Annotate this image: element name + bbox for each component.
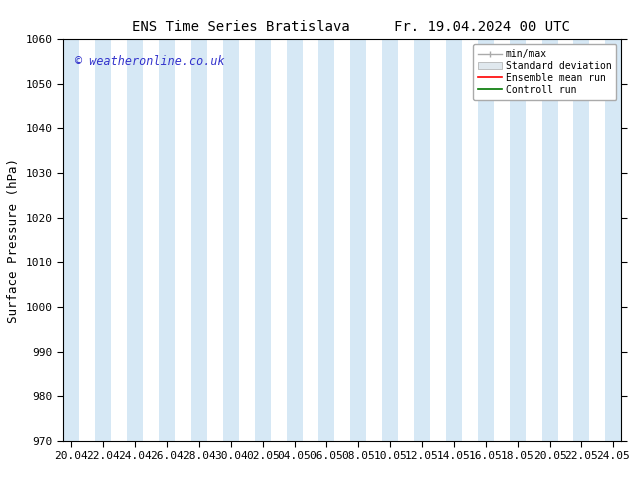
- Bar: [95, 39, 111, 441]
- Text: © weatheronline.co.uk: © weatheronline.co.uk: [75, 55, 224, 68]
- Bar: [382, 39, 398, 441]
- Bar: [191, 39, 207, 441]
- Bar: [414, 39, 430, 441]
- Bar: [351, 39, 366, 441]
- Y-axis label: Surface Pressure (hPa): Surface Pressure (hPa): [8, 158, 20, 322]
- Bar: [159, 39, 175, 441]
- Bar: [574, 39, 590, 441]
- Bar: [223, 39, 239, 441]
- Bar: [127, 39, 143, 441]
- Bar: [510, 39, 526, 441]
- Bar: [255, 39, 271, 441]
- Text: Fr. 19.04.2024 00 UTC: Fr. 19.04.2024 00 UTC: [394, 20, 570, 34]
- Text: ENS Time Series Bratislava: ENS Time Series Bratislava: [132, 20, 350, 34]
- Legend: min/max, Standard deviation, Ensemble mean run, Controll run: min/max, Standard deviation, Ensemble me…: [473, 44, 616, 99]
- Bar: [478, 39, 494, 441]
- Bar: [318, 39, 334, 441]
- Bar: [541, 39, 557, 441]
- Bar: [287, 39, 302, 441]
- Bar: [446, 39, 462, 441]
- Bar: [605, 39, 621, 441]
- Bar: [63, 39, 79, 441]
